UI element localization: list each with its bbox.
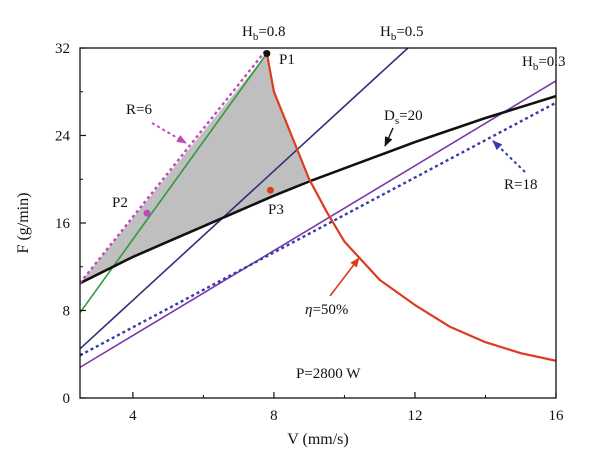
hb05-label: Hb=0.5 <box>380 24 424 43</box>
series-layer <box>80 48 556 369</box>
point-p2 <box>143 209 151 217</box>
r18-label: R=18 <box>504 177 537 193</box>
y-tick-label: 8 <box>63 304 71 320</box>
point-p3 <box>266 186 274 194</box>
p2-label: P2 <box>112 195 128 211</box>
y-tick-label: 16 <box>55 216 71 232</box>
point-p1 <box>263 49 271 57</box>
series-r6-line <box>80 48 268 284</box>
ds20-label: Ds=20 <box>384 108 423 127</box>
x-tick-label: 12 <box>407 408 422 424</box>
hb08-label: Hb=0.8 <box>242 24 286 43</box>
series-eta-line <box>265 53 556 362</box>
x-tick-label: 4 <box>129 408 137 424</box>
x-tick-label: 8 <box>270 408 278 424</box>
x-tick-label: 16 <box>549 408 565 424</box>
r6-label: R=6 <box>126 102 152 118</box>
y-tick-label: 24 <box>55 129 71 145</box>
x-axis-title: V (mm/s) <box>287 431 348 448</box>
p3-label: P3 <box>268 202 284 218</box>
ds20-arrow <box>384 127 394 147</box>
hb03-label: Hb=0.3 <box>522 54 566 73</box>
y-tick-label: 32 <box>55 41 70 57</box>
feasible-region <box>80 53 310 284</box>
series-hb03-line <box>80 80 556 369</box>
points-layer <box>143 49 274 217</box>
x-axis-ticks: 4 8 12 16 <box>129 392 564 424</box>
eta-label: η=50% <box>305 302 348 318</box>
eta-arrow <box>329 257 360 297</box>
power-label: P=2800 W <box>296 366 361 382</box>
p1-label: P1 <box>279 52 295 68</box>
y-axis-ticks: 0 8 16 24 32 <box>55 41 86 407</box>
y-axis-title: F (g/min) <box>15 193 32 254</box>
series-hb08-line <box>80 53 268 314</box>
series-hb05-line <box>80 48 409 350</box>
r18-arrow <box>492 140 526 173</box>
r6-arrow <box>151 122 187 144</box>
y-tick-label: 0 <box>63 391 71 407</box>
